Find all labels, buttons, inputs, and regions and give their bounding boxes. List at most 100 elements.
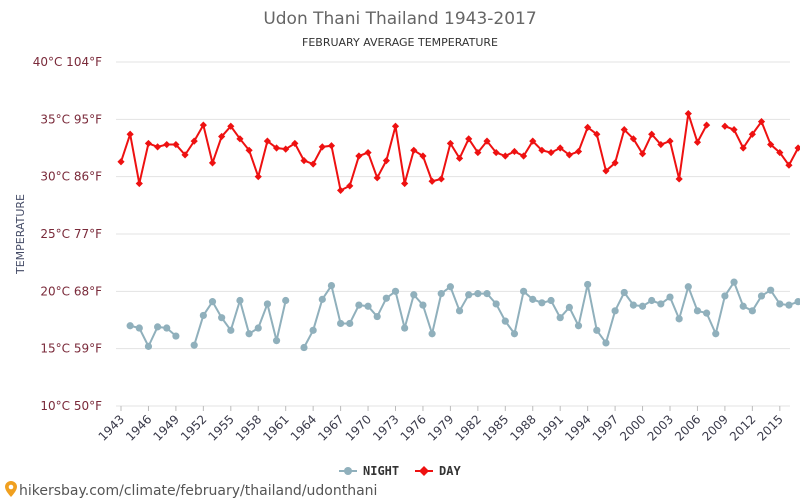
data-point-day[interactable]: [318, 143, 326, 151]
legend-item-night[interactable]: NIGHT: [339, 464, 399, 478]
data-point-day[interactable]: [172, 140, 180, 149]
data-point-night[interactable]: [190, 341, 198, 349]
data-point-night[interactable]: [739, 302, 747, 310]
data-point-day[interactable]: [492, 148, 500, 157]
data-point-night[interactable]: [391, 287, 400, 295]
data-point-night[interactable]: [428, 330, 436, 338]
data-point-day[interactable]: [629, 135, 637, 143]
data-point-day[interactable]: [757, 118, 766, 126]
data-point-day[interactable]: [657, 140, 665, 149]
data-point-night[interactable]: [282, 296, 290, 305]
data-point-night[interactable]: [208, 298, 217, 306]
data-point-night[interactable]: [474, 290, 482, 298]
data-point-day[interactable]: [181, 151, 189, 159]
data-point-day[interactable]: [474, 148, 482, 157]
data-point-day[interactable]: [291, 139, 299, 148]
data-point-day[interactable]: [163, 140, 171, 149]
data-point-day[interactable]: [309, 160, 317, 168]
data-point-day[interactable]: [199, 121, 207, 129]
data-point-day[interactable]: [282, 145, 290, 153]
data-point-day[interactable]: [547, 148, 555, 157]
data-point-night[interactable]: [620, 288, 628, 297]
data-point-day[interactable]: [272, 144, 281, 152]
data-point-night[interactable]: [254, 324, 262, 332]
data-point-night[interactable]: [684, 283, 692, 291]
data-point-night[interactable]: [547, 296, 555, 305]
data-point-night[interactable]: [437, 290, 445, 298]
data-point-night[interactable]: [144, 342, 153, 350]
data-point-night[interactable]: [419, 301, 427, 309]
data-point-night[interactable]: [272, 337, 281, 345]
data-point-day[interactable]: [236, 135, 244, 143]
data-point-day[interactable]: [620, 126, 628, 134]
data-point-night[interactable]: [355, 301, 363, 309]
data-point-day[interactable]: [154, 143, 162, 151]
data-point-day[interactable]: [428, 177, 436, 185]
data-point-day[interactable]: [227, 122, 235, 130]
data-point-day[interactable]: [327, 142, 336, 150]
data-point-night[interactable]: [373, 312, 381, 321]
data-point-day[interactable]: [117, 158, 125, 166]
data-point-day[interactable]: [446, 139, 454, 148]
data-point-night[interactable]: [163, 324, 171, 332]
data-point-day[interactable]: [794, 144, 800, 152]
data-point-day[interactable]: [263, 137, 271, 145]
data-point-night[interactable]: [565, 303, 573, 311]
data-point-day[interactable]: [785, 161, 793, 169]
data-point-night[interactable]: [675, 315, 683, 323]
data-point-night[interactable]: [529, 295, 537, 303]
data-point-day[interactable]: [135, 179, 143, 188]
data-point-day[interactable]: [638, 150, 647, 158]
data-point-night[interactable]: [318, 295, 326, 303]
data-point-day[interactable]: [529, 137, 537, 145]
data-point-day[interactable]: [364, 148, 372, 157]
data-point-night[interactable]: [584, 280, 592, 289]
data-point-day[interactable]: [538, 146, 546, 154]
data-point-night[interactable]: [730, 278, 738, 286]
data-point-day[interactable]: [584, 123, 592, 131]
data-point-night[interactable]: [465, 291, 473, 299]
data-point-night[interactable]: [794, 298, 800, 306]
data-point-night[interactable]: [776, 300, 784, 308]
data-point-night[interactable]: [382, 294, 390, 302]
data-point-night[interactable]: [401, 324, 409, 332]
data-point-day[interactable]: [739, 144, 747, 152]
data-point-night[interactable]: [611, 307, 619, 315]
data-point-day[interactable]: [483, 137, 491, 145]
data-point-night[interactable]: [767, 286, 775, 294]
data-point-day[interactable]: [218, 132, 226, 141]
data-point-night[interactable]: [721, 292, 729, 300]
data-point-night[interactable]: [593, 326, 601, 334]
data-point-night[interactable]: [364, 302, 372, 310]
legend[interactable]: NIGHT DAY: [339, 464, 461, 478]
data-point-day[interactable]: [767, 140, 775, 149]
data-point-day[interactable]: [245, 146, 253, 154]
data-point-day[interactable]: [565, 151, 573, 159]
data-point-day[interactable]: [721, 122, 729, 130]
data-point-night[interactable]: [172, 332, 180, 340]
data-point-day[interactable]: [346, 182, 354, 190]
legend-item-day[interactable]: DAY: [415, 464, 461, 478]
data-point-day[interactable]: [419, 152, 427, 160]
data-point-day[interactable]: [776, 148, 784, 157]
data-point-night[interactable]: [483, 290, 491, 298]
data-point-day[interactable]: [382, 157, 390, 165]
data-point-day[interactable]: [703, 121, 711, 129]
data-point-day[interactable]: [401, 179, 409, 188]
data-point-day[interactable]: [748, 130, 756, 138]
data-point-night[interactable]: [629, 301, 638, 309]
data-point-night[interactable]: [346, 319, 354, 328]
data-point-day[interactable]: [593, 130, 601, 138]
data-point-night[interactable]: [455, 307, 464, 315]
data-point-night[interactable]: [245, 330, 253, 338]
data-point-day[interactable]: [373, 174, 381, 182]
data-point-night[interactable]: [263, 300, 271, 308]
data-point-day[interactable]: [675, 175, 683, 183]
data-point-night[interactable]: [538, 299, 546, 307]
data-point-day[interactable]: [254, 173, 262, 181]
data-point-day[interactable]: [455, 154, 464, 162]
data-point-day[interactable]: [391, 122, 400, 130]
footer[interactable]: hikersbay.com/climate/february/thailand/…: [5, 481, 377, 499]
data-point-night[interactable]: [327, 282, 336, 290]
data-point-night[interactable]: [199, 311, 207, 320]
